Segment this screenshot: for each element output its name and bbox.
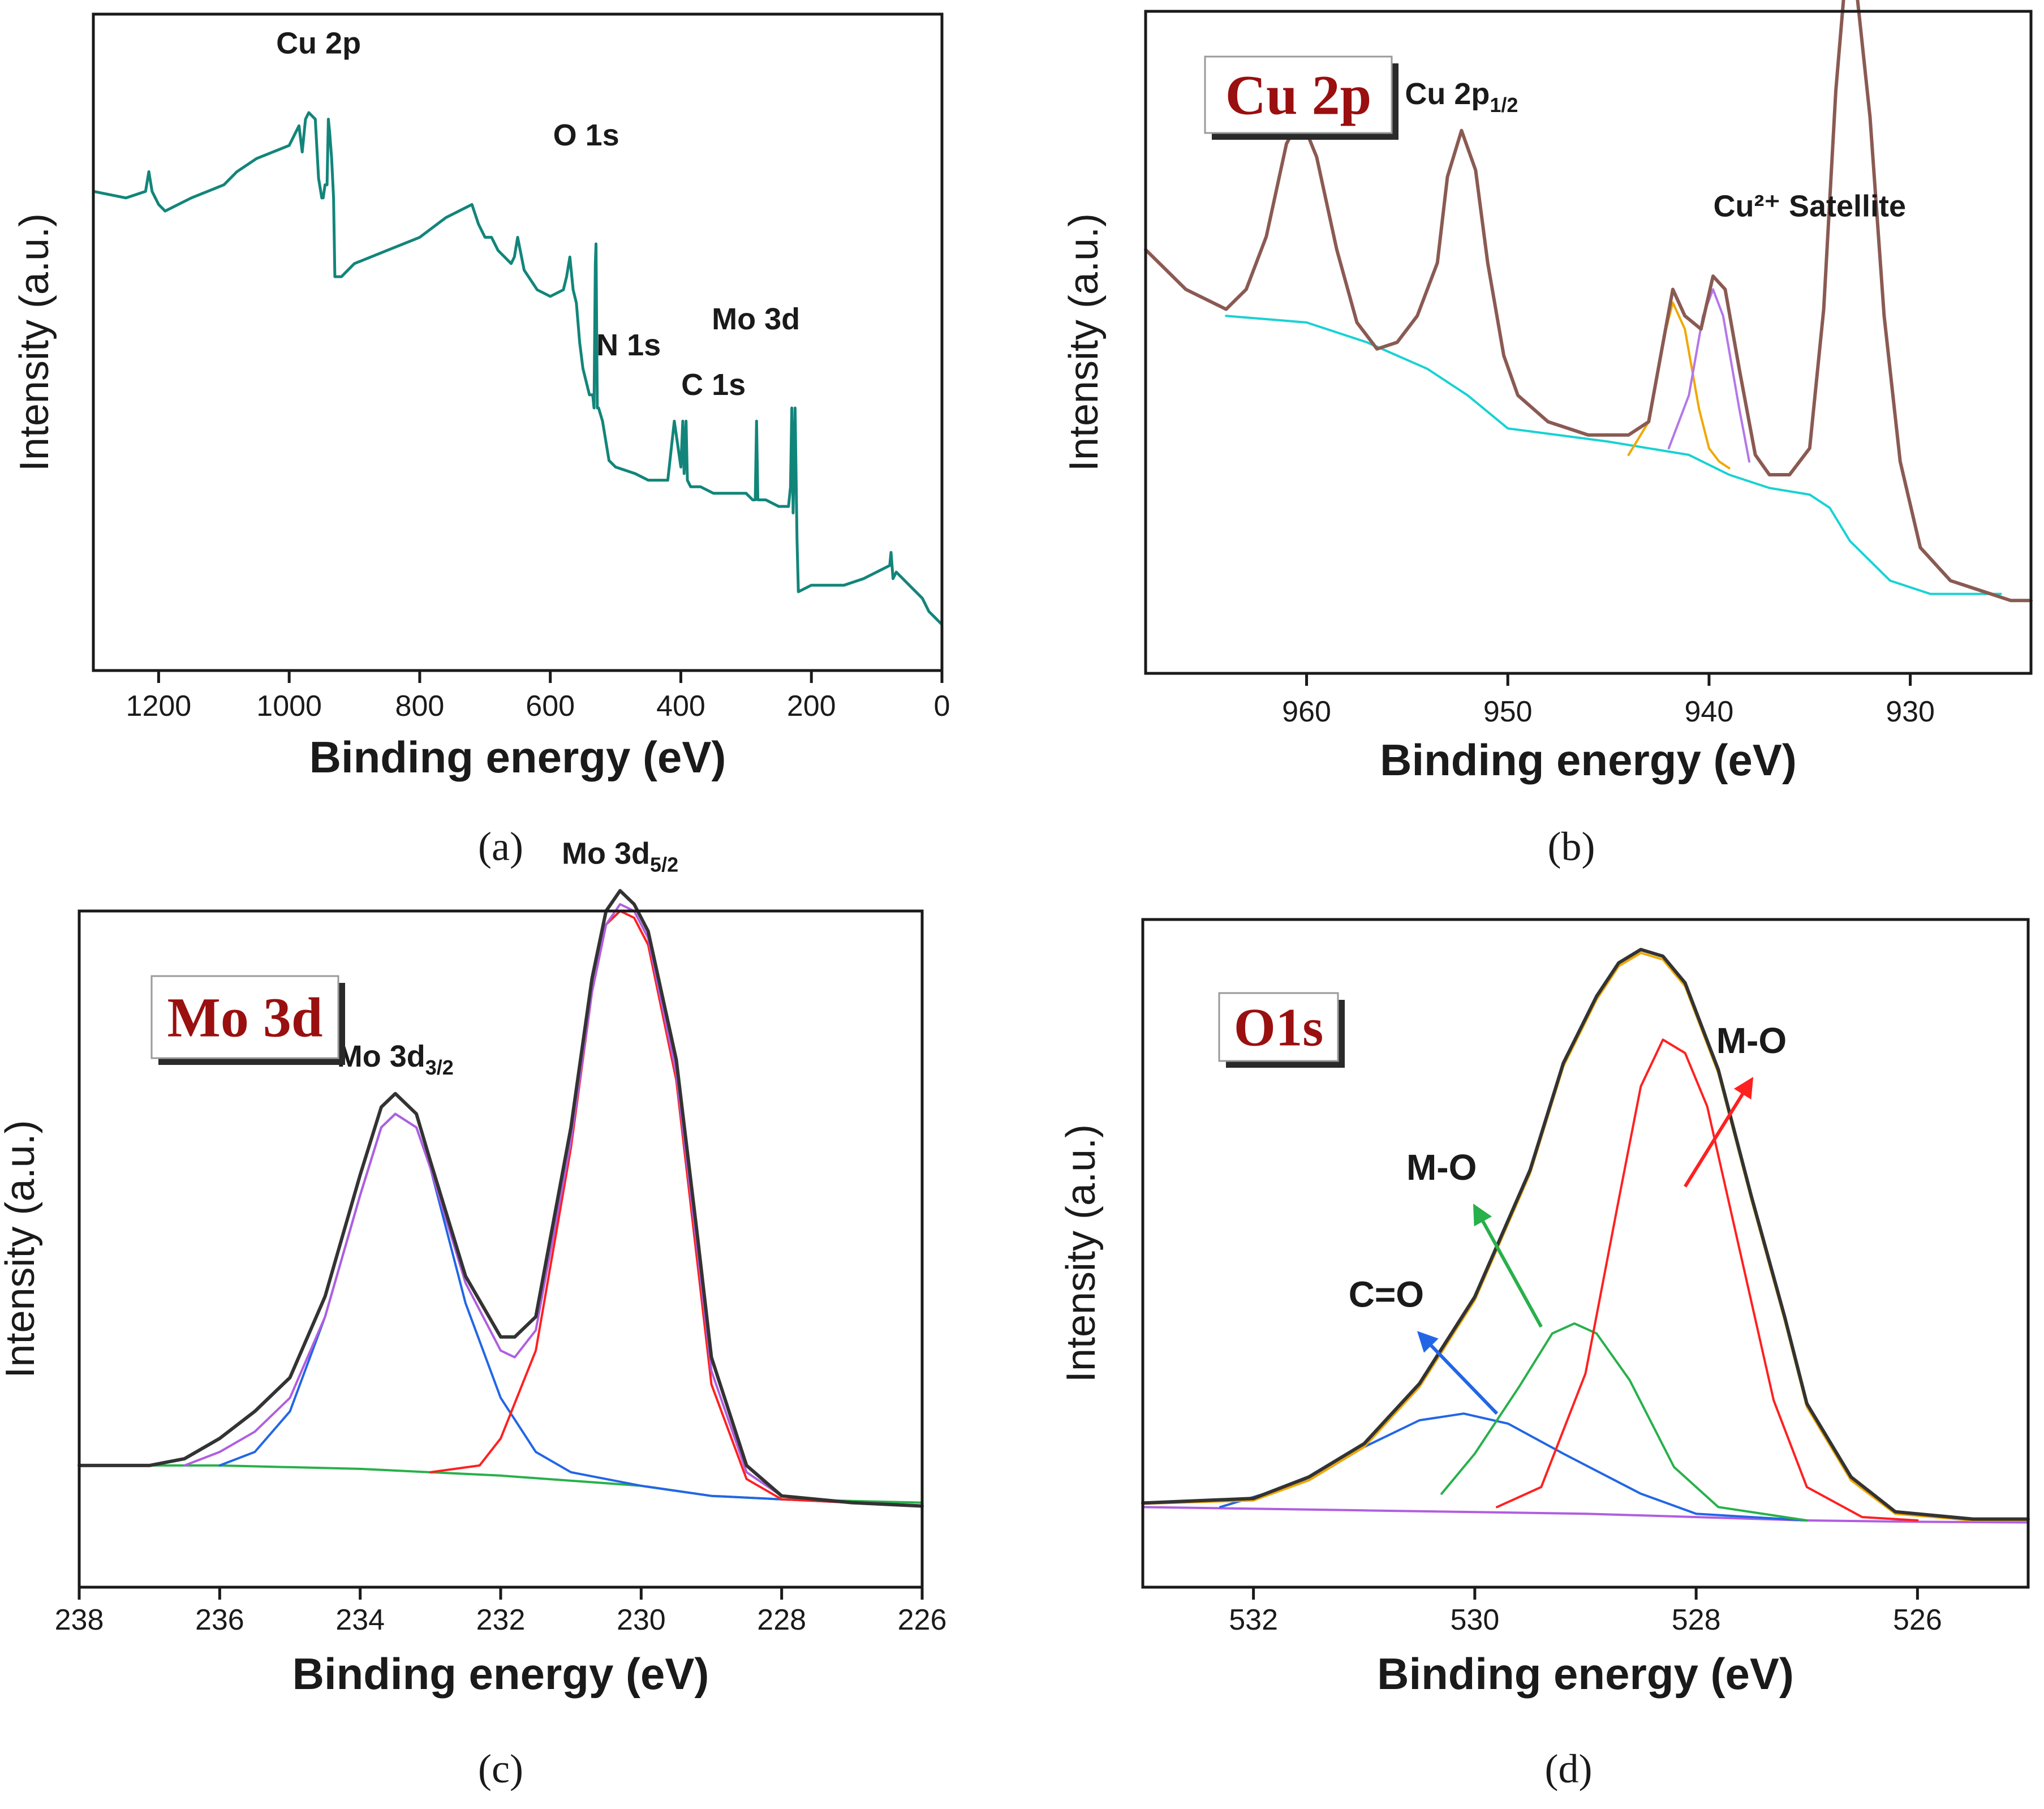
peak-annotation-d-1: M-O: [1406, 1147, 1477, 1188]
badge-box-c: [150, 975, 339, 1059]
peak-annotation-c-0: Mo 3d3/2: [337, 1039, 454, 1079]
series-line-a-survey: [92, 111, 944, 626]
badge-box-d: [1218, 992, 1339, 1062]
panel-label-b: (b): [1548, 824, 1595, 869]
x-tick-label-b-950: 950: [1483, 695, 1533, 728]
x-tick-label-b-930: 930: [1886, 695, 1935, 728]
series-line-d-m-o-fit-528-3: [1496, 1038, 1919, 1522]
x-tick-label-a-1000: 1000: [256, 690, 322, 723]
peak-annotation-a-2: N 1s: [596, 328, 661, 362]
chart-panel-c: 238 236 234 232 230 228 226 Binding energy (eV)…: [0, 836, 946, 1791]
series-line-d-envelope: [1141, 948, 2030, 1521]
x-tick-label-c-238: 238: [55, 1604, 104, 1636]
series-line-d-m-o-fit-529-1: [1440, 1322, 1808, 1522]
peak-annotation-d-2: C=O: [1349, 1274, 1424, 1314]
plot-frame-d: [1141, 918, 2030, 1589]
series-line-d-c-o-fit: [1219, 1412, 1808, 1522]
peak-annotation-a-4: Mo 3d: [712, 302, 800, 336]
peak-annotation-a-3: C 1s: [681, 368, 746, 402]
x-tick-label-d-532: 532: [1229, 1604, 1278, 1636]
annotation-arrow-d-0: [1684, 1077, 1754, 1188]
peak-annotation-a-1: O 1s: [553, 118, 619, 152]
annotation-arrow-d-1: [1473, 1204, 1543, 1328]
chart-panel-b: 960 950 940 930 Binding energy (eV) Intensity…: [1061, 0, 2033, 869]
x-tick-label-b-960: 960: [1282, 695, 1331, 728]
y-axis-title-b: Intensity (a.u.): [1061, 213, 1107, 471]
series-line-b-fit-941-8: [1627, 301, 1731, 470]
y-axis-title-c: Intensity (a.u.): [0, 1120, 43, 1378]
peak-annotation-d-0: M-O: [1716, 1020, 1787, 1061]
x-tick-label-c-234: 234: [335, 1604, 385, 1636]
chart-panel-a: 1200 1000 800 600 400 200 0 Binding energy (eV)…: [12, 12, 950, 869]
x-axis-title-b: Binding energy (eV): [1380, 735, 1797, 785]
x-tick-label-a-200: 200: [787, 690, 836, 723]
series-line-c-envelope: [78, 889, 924, 1508]
series-line-d-baseline: [1142, 1506, 2029, 1524]
chart-panel-d: 532 530 528 526 Binding energy (eV) Intensity…: [1058, 918, 2030, 1791]
badge-label-c: Mo 3d: [167, 986, 323, 1049]
x-tick-label-c-236: 236: [195, 1604, 244, 1636]
plot-frame-b: [1144, 10, 2033, 675]
x-tick-label-a-400: 400: [656, 690, 705, 723]
peak-annotation-c-1: Mo 3d5/2: [562, 836, 678, 876]
x-tick-label-a-800: 800: [395, 690, 445, 723]
series-line-b-background: [1225, 315, 2002, 595]
badge-label-b: Cu 2p: [1225, 64, 1371, 127]
series-line-c-mo-3d5-2-fit: [429, 910, 853, 1504]
x-tick-label-a-600: 600: [526, 690, 575, 723]
series-line-d-sum-fit: [1142, 952, 2029, 1522]
panel-label-d: (d): [1545, 1746, 1593, 1791]
x-tick-label-c-228: 228: [757, 1604, 806, 1636]
plot-frame-a: [92, 12, 944, 672]
x-axis-title-a: Binding energy (eV): [309, 732, 726, 782]
badge-label-d: O1s: [1234, 997, 1323, 1057]
panel-label-c: (c): [478, 1746, 523, 1791]
x-axis-title-c: Binding energy (eV): [292, 1649, 709, 1699]
x-tick-label-b-940: 940: [1685, 695, 1734, 728]
x-tick-label-a-1200: 1200: [126, 690, 192, 723]
x-tick-label-a-0: 0: [934, 690, 950, 723]
annotation-arrow-d-2: [1417, 1331, 1499, 1415]
y-axis-title-d: Intensity (a.u.): [1058, 1124, 1104, 1382]
x-tick-label-c-232: 232: [476, 1604, 526, 1636]
x-axis-title-d: Binding energy (eV): [1377, 1649, 1794, 1699]
series-line-b-fit-939-8: [1667, 288, 1750, 463]
panel-label-a: (a): [478, 824, 523, 869]
y-axis-title-a: Intensity (a.u.): [12, 213, 57, 471]
peak-annotation-b-2: Cu²⁺ Satellite: [1713, 190, 1906, 224]
badge-box-b: [1204, 55, 1393, 134]
peak-annotation-b-1: Cu 2p1/2: [1405, 77, 1518, 117]
x-tick-label-d-530: 530: [1450, 1604, 1499, 1636]
peak-annotation-a-0: Cu 2p: [276, 27, 361, 61]
x-tick-label-d-528: 528: [1672, 1604, 1721, 1636]
x-tick-label-d-526: 526: [1893, 1604, 1942, 1636]
x-tick-label-c-230: 230: [617, 1604, 666, 1636]
x-tick-label-c-226: 226: [898, 1604, 947, 1636]
series-line-b-envelope: [1144, 0, 2033, 603]
